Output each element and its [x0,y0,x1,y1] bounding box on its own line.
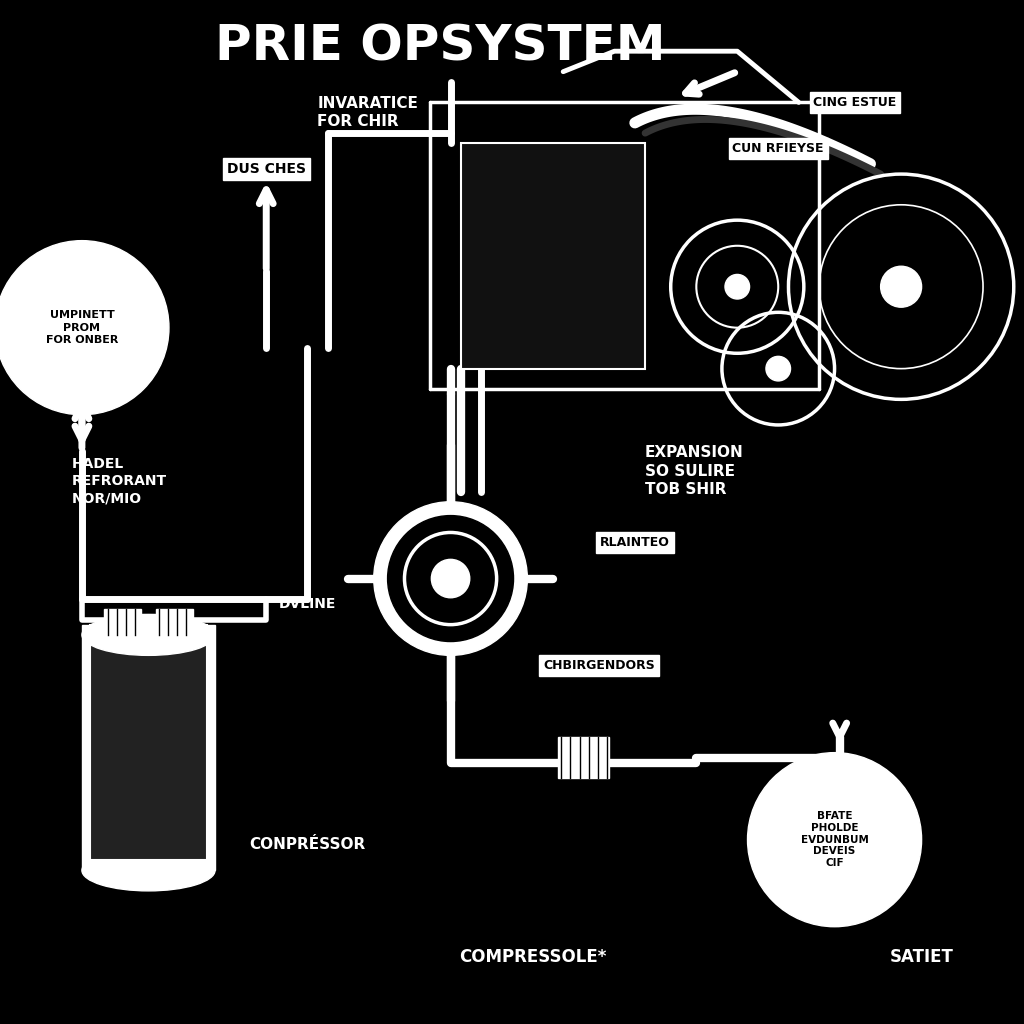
FancyBboxPatch shape [461,143,645,369]
Circle shape [0,241,169,415]
Circle shape [374,502,527,655]
Circle shape [431,559,470,598]
Text: BFATE
PHOLDE
EVDUNBUM
DEVEIS
CIF: BFATE PHOLDE EVDUNBUM DEVEIS CIF [801,811,868,868]
Text: UMPINETT
PROM
FOR ONBER: UMPINETT PROM FOR ONBER [46,310,118,345]
Circle shape [881,266,922,307]
Ellipse shape [82,850,215,891]
Text: CONPRÉSSOR: CONPRÉSSOR [249,838,366,852]
Circle shape [725,274,750,299]
Text: EXPANSION
SO SULIRE
TOB SHIR: EXPANSION SO SULIRE TOB SHIR [645,445,743,497]
Text: HADEL
REFRORANT
NOR/MIO: HADEL REFRORANT NOR/MIO [72,457,167,506]
FancyBboxPatch shape [156,609,193,635]
Ellipse shape [82,614,215,655]
FancyBboxPatch shape [104,609,141,635]
Text: RLAINTEO: RLAINTEO [600,537,670,549]
Text: CHBIRGENDORS: CHBIRGENDORS [543,659,655,672]
FancyBboxPatch shape [558,737,609,778]
Text: SATIET: SATIET [890,948,953,967]
Text: INVARATICE
FOR CHIR: INVARATICE FOR CHIR [317,96,419,129]
Text: DVLINE: DVLINE [279,597,336,611]
Circle shape [387,516,513,641]
Circle shape [748,753,922,927]
Text: COMPRESSOLE*: COMPRESSOLE* [459,948,606,967]
FancyBboxPatch shape [82,625,215,870]
Circle shape [766,356,791,381]
Text: CUN RFIEYSE: CUN RFIEYSE [732,142,824,155]
FancyBboxPatch shape [90,625,207,860]
Text: DUS CHES: DUS CHES [226,162,306,176]
Text: PRIE OPSYSTEM: PRIE OPSYSTEM [215,23,666,70]
Text: CING ESTUE: CING ESTUE [813,96,897,109]
